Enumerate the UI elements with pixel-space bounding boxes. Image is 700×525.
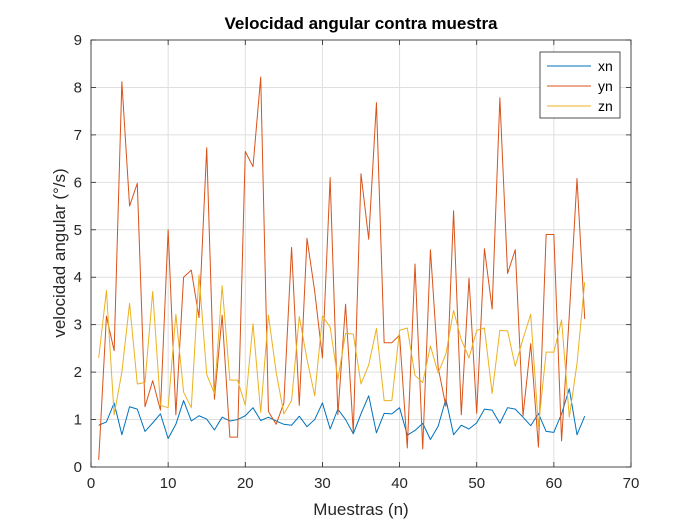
x-tick-label: 40 [391, 475, 408, 492]
series-lines [98, 76, 586, 460]
y-tick-label: 2 [74, 364, 82, 381]
y-tick-label: 5 [74, 222, 82, 239]
x-tick-label: 20 [237, 475, 254, 492]
x-tick-label: 10 [160, 475, 177, 492]
x-tick-label: 70 [623, 475, 640, 492]
y-tick-label: 4 [74, 269, 82, 286]
x-tick-label: 30 [314, 475, 331, 492]
y-tick-label: 3 [74, 317, 82, 334]
legend-label-yn: yn [598, 78, 613, 94]
y-tick-label: 8 [74, 79, 82, 96]
y-axis-label: velocidad angular (°/s) [50, 168, 69, 337]
x-axis-label: Muestras (n) [313, 500, 408, 519]
series-line-zn [98, 274, 586, 428]
y-tick-label: 6 [74, 174, 82, 191]
plot-frame [90, 39, 632, 468]
y-tick-label: 7 [74, 127, 82, 144]
x-tick-label: 0 [87, 475, 95, 492]
legend-label-xn: xn [598, 58, 613, 74]
x-tick-label: 50 [468, 475, 485, 492]
series-line-yn [98, 76, 586, 460]
x-tick-label: 60 [546, 475, 563, 492]
legend-box [539, 51, 621, 119]
y-tick-label: 0 [74, 459, 82, 476]
y-tick-label: 1 [74, 412, 82, 429]
y-tick-label: 9 [74, 32, 82, 49]
series-line-xn [98, 388, 586, 440]
axis-ticks: 0 10 20 30 40 50 60 70 0 1 2 3 4 5 6 7 8 9 [74, 32, 640, 492]
legend-label-zn: zn [598, 98, 613, 114]
legend: xn yn zn [539, 51, 621, 119]
chart-title: Velocidad angular contra muestra [224, 14, 498, 33]
